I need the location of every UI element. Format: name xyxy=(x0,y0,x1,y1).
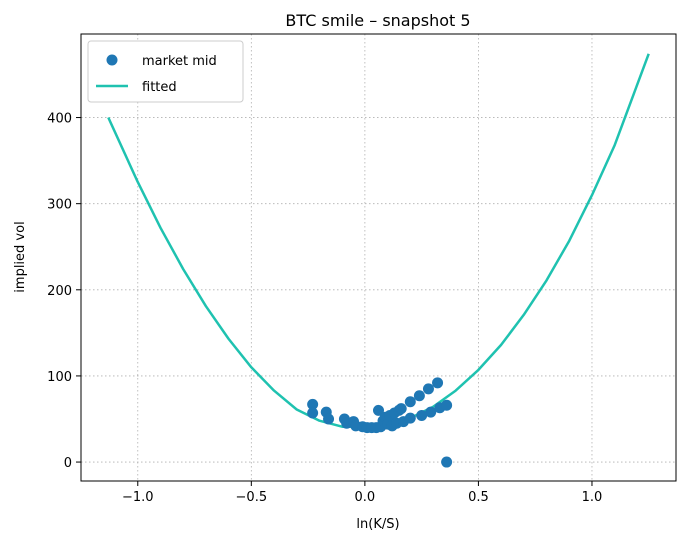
market-mid-points xyxy=(307,377,453,468)
plot-frame xyxy=(80,33,677,482)
legend-label-market-mid: market mid xyxy=(142,54,217,69)
market-mid-point xyxy=(395,403,407,415)
market-mid-point xyxy=(432,377,444,389)
market-mid-point xyxy=(323,413,335,425)
market-mid-point xyxy=(422,383,434,395)
x-tick-label: −1.0 xyxy=(122,490,154,505)
chart-title: BTC smile – snapshot 5 xyxy=(285,11,470,30)
market-mid-point xyxy=(373,404,384,416)
grid-lines xyxy=(81,34,676,481)
y-axis-ticks: 0 100 200 300 400 xyxy=(47,112,81,471)
y-tick-label: 300 xyxy=(47,198,72,213)
fitted-curve-layer xyxy=(107,53,650,428)
market-mid-point xyxy=(307,398,319,410)
y-tick-label: 100 xyxy=(47,370,72,385)
market-mid-point xyxy=(416,410,428,422)
x-tick-label: 0.0 xyxy=(355,490,376,505)
legend: market mid fitted xyxy=(87,40,244,103)
market-mid-point xyxy=(404,396,416,408)
x-tick-label: 1.0 xyxy=(582,490,603,505)
market-mid-point xyxy=(425,406,437,418)
x-tick-label: 0.5 xyxy=(468,490,489,505)
y-tick-label: 0 xyxy=(64,456,72,471)
market-mid-point xyxy=(307,407,319,419)
x-axis-label: ln(K/S) xyxy=(356,517,399,532)
y-axis-label: implied vol xyxy=(13,221,28,292)
x-axis-ticks: −1.0 −0.5 0.0 0.5 1.0 xyxy=(122,481,602,505)
y-tick-label: 200 xyxy=(47,284,72,299)
market-mid-point xyxy=(404,412,416,424)
fitted-curve xyxy=(107,53,650,428)
x-tick-label: −0.5 xyxy=(236,490,268,505)
market-mid-point xyxy=(413,390,425,402)
y-tick-label: 400 xyxy=(47,112,72,127)
legend-label-fitted: fitted xyxy=(142,80,177,95)
market-mid-point xyxy=(441,399,453,411)
legend-marker-market-mid xyxy=(106,54,118,66)
market-mid-point xyxy=(441,456,453,468)
